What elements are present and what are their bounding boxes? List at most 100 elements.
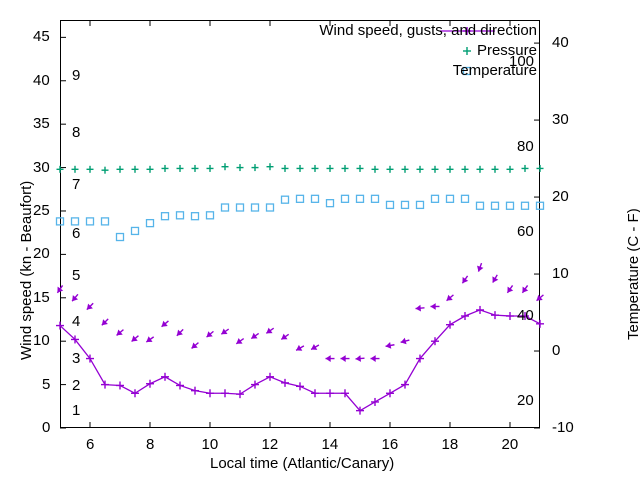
y2-tick-label: 30 [552, 111, 569, 129]
gust-arrow-head [325, 355, 331, 362]
y-tick-label: 5 [42, 375, 51, 393]
gust-arrow-head [176, 329, 183, 336]
gust-arrow-head [355, 355, 361, 362]
plot-area [60, 20, 540, 428]
y-tick-label: 35 [33, 115, 50, 133]
gust-arrow-head [116, 329, 123, 336]
marker-square [115, 232, 125, 242]
marker-square [462, 66, 472, 76]
beaufort-label: 3 [72, 350, 81, 368]
y-axis-title-right: Temperature (C - F) [625, 208, 640, 340]
marker-square [100, 217, 110, 226]
gust-arrow-head [146, 336, 153, 343]
legend-item[interactable]: Temperature [453, 62, 537, 79]
x-tick-label: 10 [201, 436, 219, 453]
marker-square [175, 211, 185, 220]
gust-arrow-head [266, 327, 273, 334]
beaufort-label: 6 [72, 225, 81, 243]
y2-tick-label: 20 [552, 188, 569, 206]
x-tick-label: 16 [381, 436, 399, 453]
gust-arrow-head [311, 343, 318, 350]
y-tick-label: 25 [33, 201, 50, 219]
x-tick-label: 14 [321, 436, 339, 453]
y-axis-title-left: Wind speed (kn - Beaufort) [18, 180, 35, 360]
marker-square [145, 218, 155, 228]
marker-square [160, 212, 170, 221]
y-tick-label: 10 [33, 332, 50, 350]
y-tick-label: 20 [33, 245, 50, 263]
gust-arrow-head [536, 294, 543, 301]
x-tick-label: 20 [501, 436, 519, 453]
marker-square [460, 194, 470, 203]
legend-item[interactable]: Wind speed, gusts, and direction [319, 22, 537, 39]
marker-square [400, 200, 410, 210]
y-tick-label: 40 [33, 71, 50, 89]
fahrenheit-label: 100 [509, 53, 535, 71]
beaufort-label: 2 [72, 377, 81, 395]
beaufort-label: 4 [72, 313, 81, 331]
gust-arrow-head [221, 328, 228, 335]
y-tick-label: 15 [33, 288, 50, 306]
y-tick-label: 30 [33, 158, 50, 176]
x-tick-label: 8 [146, 436, 155, 453]
gust-arrow-head [340, 355, 346, 362]
fahrenheit-label: 60 [517, 222, 534, 240]
gust-arrow-head [477, 265, 484, 272]
marker-square [385, 200, 395, 210]
marker-square [130, 226, 140, 236]
x-tick-label: 18 [441, 436, 459, 453]
gust-arrow-head [370, 355, 376, 362]
marker-square [475, 201, 485, 210]
beaufort-label: 8 [72, 123, 81, 141]
gust-arrow-head [236, 338, 243, 344]
marker-square [520, 201, 530, 210]
marker-square [250, 203, 260, 212]
gust-arrow-head [400, 337, 407, 345]
gust-arrow-head [72, 295, 79, 302]
x-tick-label: 6 [86, 436, 95, 453]
marker-square [310, 194, 320, 203]
legend-item[interactable]: Pressure [477, 42, 537, 59]
marker-square [490, 201, 500, 210]
marker-square [205, 211, 215, 220]
gust-arrow-head [131, 335, 138, 342]
gust-arrow-head [101, 319, 108, 326]
y2-tick-label: 0 [552, 342, 561, 360]
fahrenheit-label: 80 [517, 138, 534, 156]
beaufort-label: 5 [72, 267, 81, 285]
legend-label: Pressure [476, 42, 537, 59]
legend-label: Temperature [452, 62, 537, 79]
gust-arrow-head [161, 320, 168, 327]
gust-arrow-head [507, 286, 514, 293]
beaufort-label: 7 [72, 175, 81, 193]
marker-square [415, 200, 425, 210]
gust-arrow-head [86, 303, 93, 310]
marker-square [190, 212, 200, 221]
gust-arrow-head [57, 286, 64, 293]
x-axis-title: Local time (Atlantic/Canary) [210, 455, 395, 472]
legend-label: Wind speed, gusts, and direction [319, 22, 537, 39]
marker-square [70, 217, 80, 226]
beaufort-label: 1 [72, 401, 81, 419]
marker-square [355, 194, 365, 203]
fahrenheit-label: 20 [517, 392, 534, 410]
gust-arrow-head [296, 344, 303, 351]
marker-square [535, 201, 545, 210]
marker-square [280, 195, 290, 204]
gust-arrow-head [462, 277, 469, 284]
x-tick-label: 12 [261, 436, 279, 453]
gust-arrow-head [430, 303, 436, 310]
marker-square [370, 194, 380, 203]
gust-arrow-head [191, 342, 198, 349]
gust-arrow-head [206, 331, 213, 338]
gust-arrow-head [385, 342, 392, 349]
marker-square [325, 199, 335, 208]
gust-arrow-head [492, 276, 499, 283]
marker-square [85, 217, 95, 226]
gust-arrow-head [446, 294, 453, 301]
y-tick-label: 45 [33, 28, 50, 46]
fahrenheit-label: 40 [517, 307, 534, 325]
marker-square [340, 194, 350, 203]
marker-square [295, 194, 305, 203]
